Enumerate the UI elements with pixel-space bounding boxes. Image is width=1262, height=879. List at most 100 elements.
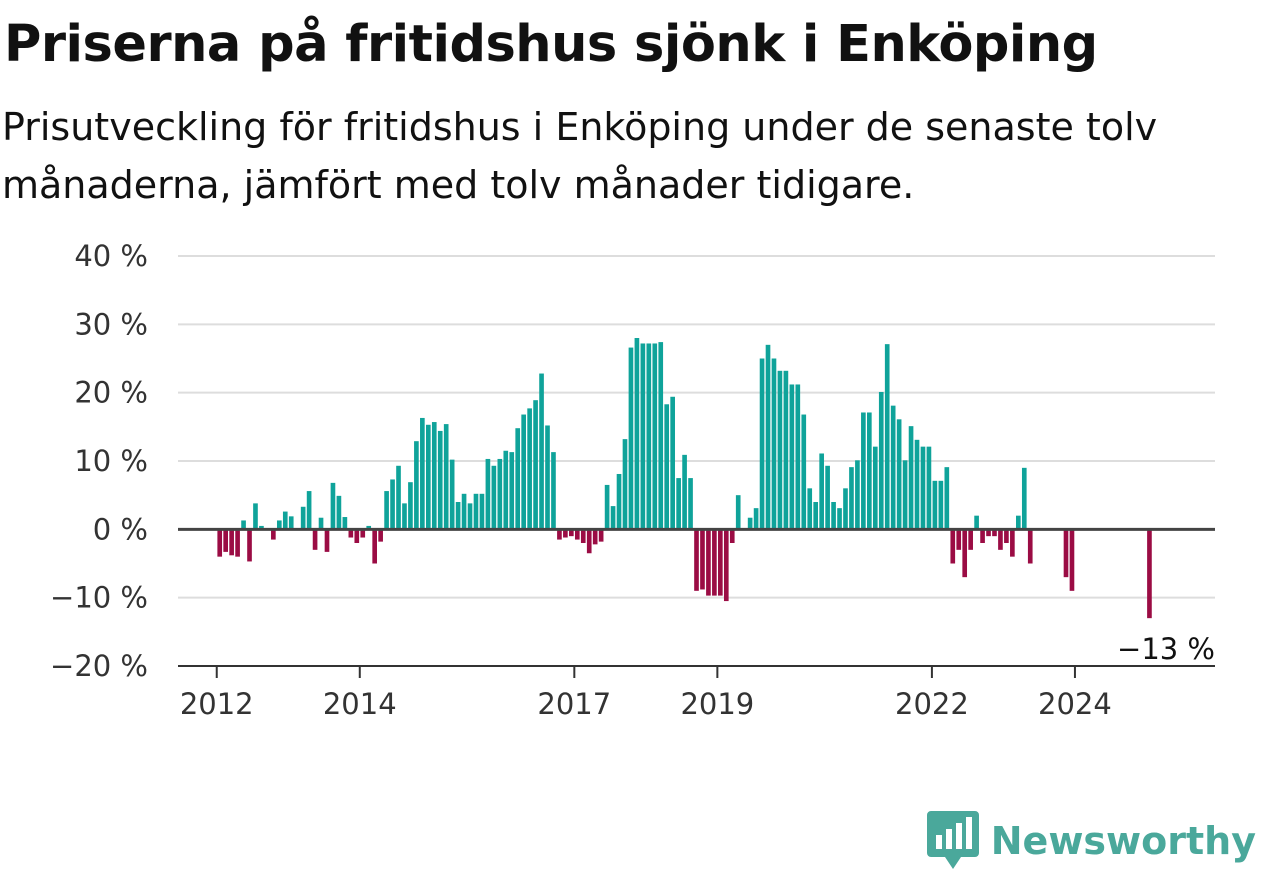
bar — [914, 439, 920, 530]
bar — [986, 529, 991, 537]
bar — [795, 384, 801, 530]
y-tick-label: −10 % — [50, 581, 148, 615]
bar — [652, 343, 658, 530]
bar — [282, 511, 288, 530]
bar — [843, 488, 848, 530]
x-tick-label: 2014 — [323, 687, 397, 721]
bar — [467, 503, 473, 530]
bar — [729, 529, 735, 543]
bar — [1016, 515, 1021, 530]
x-tick-label: 2019 — [680, 687, 754, 721]
bar — [229, 529, 234, 556]
bar — [872, 446, 878, 530]
bar — [861, 412, 866, 530]
bar — [896, 419, 902, 530]
x-tick-label: 2024 — [1038, 687, 1112, 721]
bar — [533, 400, 538, 530]
bar — [384, 491, 389, 530]
bar — [807, 488, 813, 530]
bar — [372, 529, 377, 564]
bar — [867, 412, 872, 530]
bar — [634, 338, 640, 530]
bar — [521, 414, 526, 530]
bar — [980, 529, 985, 543]
bar — [1069, 529, 1075, 591]
bar — [998, 529, 1003, 550]
bar — [354, 529, 360, 543]
bar — [312, 529, 318, 550]
bar — [950, 529, 956, 564]
bar — [551, 452, 556, 530]
x-tick-label: 2017 — [537, 687, 611, 721]
bar — [849, 467, 854, 530]
bar — [598, 529, 604, 542]
bar — [539, 373, 544, 530]
axis-layer: −20 % −10 % 0 % 10 % 20 % 30 % 40 % 2012 2014 201… — [50, 239, 1215, 721]
bar — [640, 343, 646, 530]
bar — [527, 408, 532, 530]
bar — [437, 430, 443, 530]
bar — [622, 439, 628, 530]
newsworthy-logo-icon — [926, 811, 979, 869]
bar — [855, 460, 860, 530]
bar — [718, 529, 723, 596]
bar — [694, 529, 699, 591]
bar — [473, 493, 479, 530]
x-tick-label: 2012 — [180, 687, 254, 721]
bar — [545, 425, 550, 530]
bar — [1147, 529, 1152, 619]
bar — [956, 529, 962, 550]
bar — [348, 529, 354, 538]
bar — [306, 491, 312, 530]
bar — [747, 517, 753, 530]
bar — [318, 517, 324, 530]
bar — [628, 347, 634, 530]
bar — [604, 484, 610, 530]
bar — [366, 525, 372, 530]
bar — [1010, 529, 1015, 557]
bar — [396, 465, 401, 530]
bar — [217, 529, 223, 557]
bar — [563, 529, 568, 538]
bar — [884, 344, 890, 530]
bar — [706, 529, 711, 596]
bar — [360, 529, 366, 538]
bar — [658, 342, 664, 530]
bar — [580, 529, 586, 543]
bar — [592, 529, 598, 545]
grid-layer — [178, 255, 1215, 599]
chart-subtitle: Prisutveckling för fritidshus i Enköping… — [2, 105, 1158, 207]
bars-layer — [217, 338, 1152, 619]
bar — [509, 452, 515, 530]
bar — [336, 495, 342, 530]
bar — [771, 358, 777, 530]
bar — [890, 405, 896, 530]
bar — [247, 529, 252, 562]
bar — [1021, 467, 1027, 530]
bar — [569, 529, 574, 537]
bar — [801, 414, 807, 530]
bar — [276, 520, 282, 530]
bar — [420, 417, 425, 530]
bar — [485, 458, 491, 530]
bar — [735, 495, 741, 530]
newsworthy-wordmark: Newsworthy — [990, 819, 1256, 863]
y-tick-label: 10 % — [74, 444, 148, 478]
bar — [402, 503, 407, 530]
bar — [682, 454, 687, 530]
bar — [819, 453, 824, 530]
bar — [926, 446, 932, 530]
bar — [461, 493, 467, 530]
bar — [813, 502, 819, 530]
bar — [443, 424, 449, 530]
bar — [646, 343, 652, 530]
bar — [878, 391, 884, 530]
bar — [831, 502, 836, 530]
bar — [1027, 529, 1033, 564]
x-tick-label: 2022 — [895, 687, 969, 721]
bar — [1063, 529, 1069, 578]
bar — [765, 344, 771, 530]
bar — [288, 516, 294, 530]
bar — [837, 508, 842, 530]
